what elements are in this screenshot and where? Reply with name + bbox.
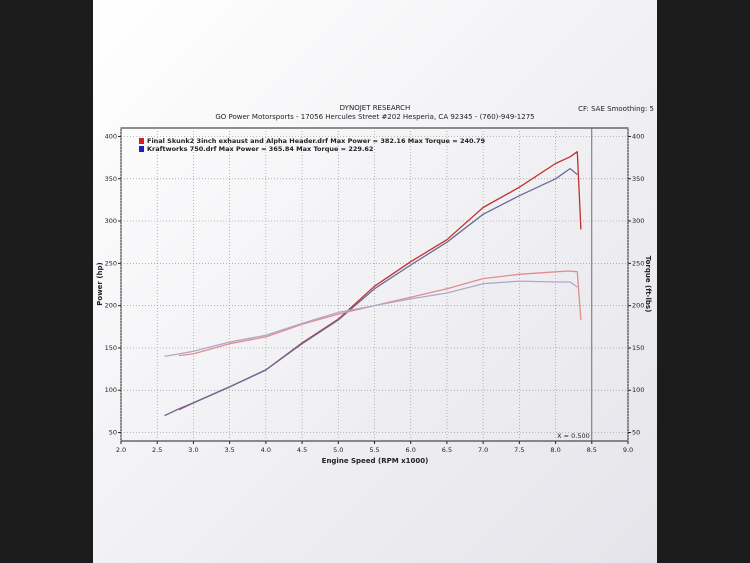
x-tick-label: 4.5 <box>297 446 307 454</box>
x-tick-label: 8.5 <box>587 446 597 454</box>
x-tick-label: 8.0 <box>550 446 560 454</box>
y-tick-label: 300 <box>105 217 117 225</box>
x-tick-label: 6.5 <box>442 446 452 454</box>
y-tick-label: 50 <box>109 429 117 437</box>
y2-tick-label: 400 <box>632 132 644 140</box>
panel <box>93 0 657 563</box>
x-tick-label: 7.0 <box>478 446 488 454</box>
y2-tick-label: 250 <box>632 259 644 267</box>
y2-tick-label: 100 <box>632 386 644 394</box>
y-tick-label: 150 <box>105 344 117 352</box>
x-tick-label: 9.0 <box>623 446 633 454</box>
y2-tick-label: 350 <box>632 175 644 183</box>
x-tick-label: 2.0 <box>116 446 126 454</box>
chart-subtitle: GO Power Motorsports - 17056 Hercules St… <box>215 113 534 121</box>
y-tick-label: 350 <box>105 175 117 183</box>
legend-swatch <box>139 138 144 144</box>
y-axis-label: Power (hp) <box>96 262 104 305</box>
annotation: X = 0.500 <box>557 432 590 440</box>
x-tick-label: 5.0 <box>333 446 343 454</box>
x-tick-label: 3.0 <box>188 446 198 454</box>
legend-swatch <box>139 146 144 152</box>
legend-label: Kraftworks 750.drf Max Power = 365.84 Ma… <box>147 145 373 153</box>
y2-tick-label: 200 <box>632 302 644 310</box>
series-line <box>178 270 582 357</box>
chart-title: DYNOJET RESEARCH <box>340 104 411 112</box>
y-tick-label: 100 <box>105 386 117 394</box>
x-tick-label: 2.5 <box>152 446 162 454</box>
y2-tick-label: 50 <box>632 429 640 437</box>
x-tick-label: 6.0 <box>406 446 416 454</box>
y-tick-label: 250 <box>105 259 117 267</box>
x-tick-label: 5.5 <box>369 446 379 454</box>
legend-label: Final Skunk2 3inch exhaust and Alpha Hea… <box>147 137 486 145</box>
y-tick-label: 400 <box>105 132 117 140</box>
y2-axis-label: Torque (ft-lbs) <box>644 256 652 313</box>
x-tick-label: 4.0 <box>261 446 271 454</box>
series-line <box>164 280 578 358</box>
series-line <box>164 167 578 417</box>
y2-tick-label: 300 <box>632 217 644 225</box>
x-tick-label: 7.5 <box>514 446 524 454</box>
y2-tick-label: 150 <box>632 344 644 352</box>
x-tick-label: 3.5 <box>224 446 234 454</box>
x-axis-label: Engine Speed (RPM x1000) <box>322 457 429 465</box>
y-tick-label: 200 <box>105 302 117 310</box>
settings: CF: SAE Smoothing: 5 <box>578 105 654 113</box>
